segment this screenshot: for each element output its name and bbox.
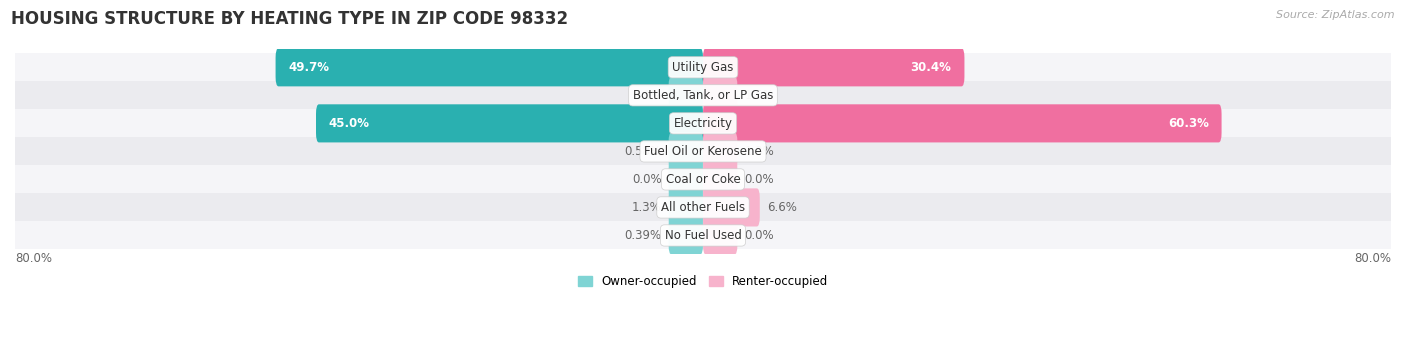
FancyBboxPatch shape	[316, 104, 703, 143]
FancyBboxPatch shape	[669, 188, 703, 226]
Text: Utility Gas: Utility Gas	[672, 61, 734, 74]
FancyBboxPatch shape	[703, 188, 759, 226]
Text: 1.3%: 1.3%	[631, 201, 662, 214]
FancyBboxPatch shape	[703, 132, 737, 170]
Text: 0.0%: 0.0%	[633, 173, 662, 186]
FancyBboxPatch shape	[669, 76, 703, 114]
Text: Coal or Coke: Coal or Coke	[665, 173, 741, 186]
FancyBboxPatch shape	[703, 104, 1222, 143]
Text: 80.0%: 80.0%	[15, 252, 52, 265]
Bar	[15, 221, 1391, 250]
FancyBboxPatch shape	[703, 217, 737, 254]
Text: HOUSING STRUCTURE BY HEATING TYPE IN ZIP CODE 98332: HOUSING STRUCTURE BY HEATING TYPE IN ZIP…	[11, 10, 568, 28]
FancyBboxPatch shape	[703, 76, 737, 114]
Text: 49.7%: 49.7%	[288, 61, 329, 74]
Text: 6.6%: 6.6%	[766, 201, 797, 214]
Text: 3.1%: 3.1%	[631, 89, 662, 102]
FancyBboxPatch shape	[669, 217, 703, 254]
Bar	[15, 165, 1391, 193]
Text: Bottled, Tank, or LP Gas: Bottled, Tank, or LP Gas	[633, 89, 773, 102]
Text: 1.3%: 1.3%	[744, 145, 775, 158]
FancyBboxPatch shape	[703, 48, 965, 86]
Text: 30.4%: 30.4%	[911, 61, 952, 74]
Text: Source: ZipAtlas.com: Source: ZipAtlas.com	[1277, 10, 1395, 20]
FancyBboxPatch shape	[669, 132, 703, 170]
Text: Fuel Oil or Kerosene: Fuel Oil or Kerosene	[644, 145, 762, 158]
Text: 45.0%: 45.0%	[329, 117, 370, 130]
Bar	[15, 81, 1391, 109]
Text: 0.0%: 0.0%	[744, 229, 773, 242]
Text: Electricity: Electricity	[673, 117, 733, 130]
FancyBboxPatch shape	[669, 160, 703, 198]
Bar	[15, 109, 1391, 137]
FancyBboxPatch shape	[276, 48, 703, 86]
Text: No Fuel Used: No Fuel Used	[665, 229, 741, 242]
Bar	[15, 193, 1391, 221]
Legend: Owner-occupied, Renter-occupied: Owner-occupied, Renter-occupied	[572, 270, 834, 293]
Bar	[15, 137, 1391, 165]
Text: 0.0%: 0.0%	[744, 173, 773, 186]
Text: 60.3%: 60.3%	[1168, 117, 1209, 130]
Bar	[15, 53, 1391, 81]
Text: 0.39%: 0.39%	[624, 229, 662, 242]
Text: 1.5%: 1.5%	[744, 89, 775, 102]
Text: 80.0%: 80.0%	[1354, 252, 1391, 265]
FancyBboxPatch shape	[703, 160, 737, 198]
Text: All other Fuels: All other Fuels	[661, 201, 745, 214]
Text: 0.58%: 0.58%	[624, 145, 662, 158]
